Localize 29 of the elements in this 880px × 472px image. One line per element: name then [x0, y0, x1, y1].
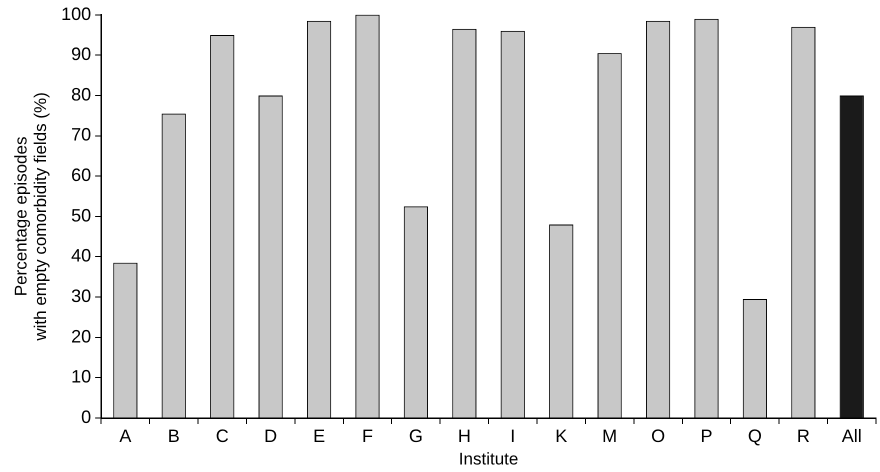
- x-tick-label: K: [555, 426, 568, 446]
- y-tick-label: 40: [71, 246, 92, 266]
- x-tick-label: M: [602, 426, 618, 446]
- x-tick-label: O: [651, 426, 666, 446]
- x-tick-label: P: [700, 426, 713, 446]
- x-tick-label: H: [458, 426, 471, 446]
- y-tick-label: 100: [61, 4, 92, 24]
- x-tick-label: G: [408, 426, 423, 446]
- x-tick-label: B: [168, 426, 180, 446]
- y-tick-label: 10: [71, 366, 92, 387]
- y-tick-label: 30: [71, 286, 92, 306]
- y-axis-title: Percentage episodes with empty comorbidity fields (%): [11, 92, 50, 342]
- y-tick-label: 0: [81, 406, 92, 427]
- y-tick-label: 20: [71, 326, 92, 346]
- y-tick-label: 70: [71, 124, 92, 145]
- y-tick-label: 50: [71, 205, 92, 226]
- y-tick-label: 90: [71, 44, 92, 64]
- x-tick-label: A: [119, 426, 132, 446]
- y-tick-label: 60: [71, 165, 92, 186]
- x-tick-label: All: [842, 426, 862, 446]
- x-tick-label: E: [313, 426, 326, 446]
- x-tick-label: I: [510, 426, 516, 446]
- x-axis-title: Institute: [458, 449, 518, 468]
- x-tick-label: R: [796, 426, 810, 446]
- y-tick-label: 80: [71, 84, 92, 104]
- x-tick-label: Q: [748, 426, 762, 446]
- x-tick-label: D: [264, 426, 278, 446]
- x-tick-label: C: [216, 426, 229, 446]
- x-tick-label: F: [362, 426, 373, 446]
